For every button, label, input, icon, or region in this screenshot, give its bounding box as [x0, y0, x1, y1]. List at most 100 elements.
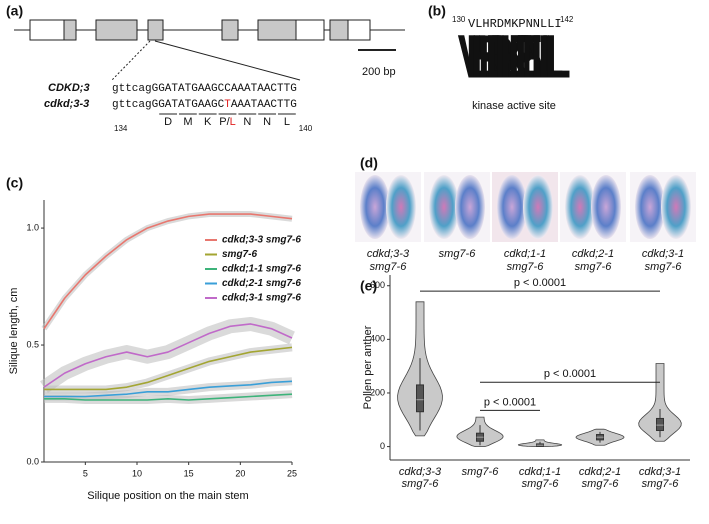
x-tick-label: smg7-6 — [642, 478, 680, 490]
y-axis-label: Silique length, cm — [8, 288, 20, 375]
logo-letter: L — [466, 24, 492, 92]
x-tick-label: 20 — [235, 468, 245, 478]
significance-label: p < 0.0001 — [484, 396, 536, 408]
image-label: cdkd;3-1 — [642, 248, 684, 260]
x-tick-label: cdkd;1-1 — [519, 466, 561, 478]
logo-letter: D — [485, 24, 515, 92]
image-label: smg7-6 — [439, 248, 477, 260]
anther — [661, 175, 691, 239]
x-tick-label: smg7-6 — [462, 466, 500, 478]
x-tick-label: cdkd;2-1 — [579, 466, 621, 478]
x-tick-label: 10 — [132, 468, 142, 478]
series-line — [44, 393, 293, 401]
logo-letter: K — [500, 24, 531, 92]
box — [416, 384, 424, 413]
x-tick-label: 25 — [287, 468, 297, 478]
anther — [386, 175, 416, 239]
x-tick-label: smg7-6 — [522, 478, 560, 490]
legend-label: cdkd;3-1 smg7-6 — [222, 293, 301, 304]
residue-number: 134 — [114, 124, 128, 133]
x-tick-label: smg7-6 — [582, 478, 620, 490]
panel-label: (c) — [6, 175, 23, 191]
image-label: smg7-6 — [575, 261, 613, 273]
sequence: gttcagGGATATGAAGCCAAATAACTTG — [112, 83, 297, 95]
logo-letter: N — [521, 24, 551, 92]
y-tick-label: 0.0 — [26, 456, 39, 466]
residue-number: 140 — [299, 124, 313, 133]
x-axis-label: Silique position on the main stem — [87, 490, 248, 502]
chart-c: 0.0 0.5 1.0 5 10 15 20 25 Silique position on th… — [8, 200, 301, 502]
box — [656, 417, 664, 432]
residue: N — [243, 116, 251, 128]
scale-bar-label: 200 bp — [362, 66, 396, 78]
x-tick-label: smg7-6 — [402, 478, 440, 490]
anther — [455, 175, 485, 239]
anther — [591, 175, 621, 239]
y-tick-label: 0 — [380, 441, 385, 451]
residue-number: 142 — [560, 15, 574, 24]
logo-letter: E — [515, 24, 543, 92]
series-line — [43, 213, 293, 330]
kinase-sequence: VLHRDMKPNNLLI — [468, 17, 562, 31]
image-label: smg7-6 — [370, 261, 408, 273]
anther — [565, 175, 595, 239]
residue-part: P/ — [219, 116, 230, 128]
residue-number: 130 — [452, 15, 466, 24]
violin — [638, 363, 682, 442]
x-tick-label: 5 — [83, 468, 88, 478]
logo-letter: P — [508, 24, 536, 92]
anther — [635, 175, 665, 239]
series-line — [44, 346, 293, 391]
logo-letter: V — [458, 24, 486, 92]
x-tick-label: cdkd;3-1 — [639, 466, 681, 478]
anther — [523, 175, 553, 239]
allele-name: CDKD;3 — [48, 82, 90, 94]
residue: K — [204, 116, 212, 128]
panel-label: (a) — [6, 3, 23, 19]
y-axis-label: Pollen per anther — [362, 325, 374, 409]
mutation: T — [224, 99, 231, 111]
legend-label: cdkd;1-1 smg7-6 — [222, 264, 301, 275]
residue: D — [164, 116, 172, 128]
sequence-part: AAATAACTTG — [231, 99, 297, 111]
logo-letter: L — [531, 24, 557, 92]
legend-label: cdkd;2-1 smg7-6 — [222, 278, 301, 289]
x-tick-label: cdkd;3-3 — [399, 466, 442, 478]
anther — [360, 175, 390, 239]
y-tick-label: 600 — [370, 280, 385, 290]
allele-name: cdkd;3-3 — [44, 98, 89, 110]
gene-model — [14, 19, 405, 81]
residue-part: L — [230, 116, 236, 128]
series-line — [43, 323, 293, 388]
y-tick-label: 400 — [370, 334, 385, 344]
logo-caption: kinase active site — [472, 100, 556, 112]
panel-label: (b) — [428, 3, 446, 19]
y-tick-label: 0.5 — [26, 339, 39, 349]
sequence: gttcagGGATATGAAGCTAAATAACTTG — [112, 99, 297, 111]
image-label: cdkd;1-1 — [504, 248, 546, 260]
image-label: cdkd;3-3 — [367, 248, 410, 260]
sequence-part: gttcagGGATATGAAGC — [112, 99, 225, 111]
significance-label: p < 0.0001 — [514, 277, 566, 289]
residue: P/L — [219, 116, 236, 128]
residue: N — [263, 116, 271, 128]
y-tick-label: 1.0 — [26, 222, 39, 232]
legend-label: smg7-6 — [222, 249, 257, 260]
image-label: smg7-6 — [645, 261, 683, 273]
significance-label: p < 0.0001 — [544, 368, 596, 380]
x-tick-label: 15 — [184, 468, 194, 478]
logo-letter: L — [545, 24, 571, 92]
panel-label: (e) — [360, 278, 377, 294]
legend-label: cdkd;3-3 smg7-6 — [222, 235, 301, 246]
panel-label: (d) — [360, 155, 378, 171]
series-line — [44, 380, 293, 398]
image-label: cdkd;2-1 — [572, 248, 614, 260]
residue: M — [183, 116, 192, 128]
image-label: smg7-6 — [507, 261, 545, 273]
logo-letter: L — [538, 24, 564, 92]
